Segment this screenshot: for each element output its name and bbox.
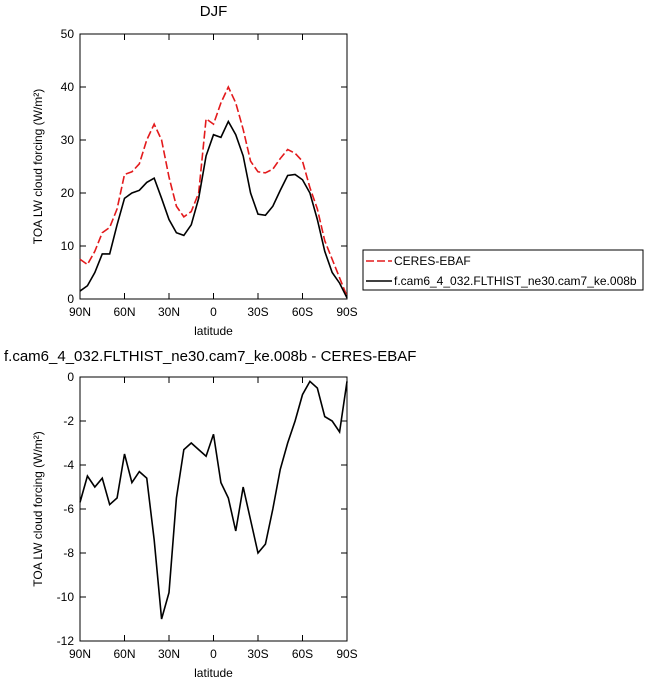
data-line <box>79 119 348 299</box>
x-tick-label: 90N <box>69 305 91 319</box>
x-tick-label: 90S <box>336 305 357 319</box>
x-tick-label: 0 <box>210 305 217 319</box>
y-tick-label: -6 <box>63 502 74 516</box>
y-axis-label: TOA LW cloud forcing (W/m²) <box>31 89 45 245</box>
x-tick-label: 90S <box>336 647 357 661</box>
x-tick-label: 60S <box>292 305 313 319</box>
y-tick-label: 10 <box>61 239 75 253</box>
y-tick-label: 0 <box>67 370 74 384</box>
y-tick-label: -12 <box>57 634 75 648</box>
data-line <box>79 380 348 620</box>
x-tick-label: 30S <box>247 305 268 319</box>
legend-box <box>362 249 644 291</box>
x-tick-label: 30N <box>158 647 180 661</box>
y-tick-label: 30 <box>61 133 75 147</box>
x-tick-label: 60N <box>113 305 135 319</box>
y-tick-label: -2 <box>63 414 74 428</box>
data-line <box>79 85 348 297</box>
x-axis-label: latitude <box>194 666 233 680</box>
y-axis-label: TOA LW cloud forcing (W/m²) <box>31 431 45 587</box>
chart-title: DJF <box>200 3 228 20</box>
x-tick-label: 60N <box>113 647 135 661</box>
plot-frame <box>79 376 348 642</box>
plot-frame <box>79 33 348 300</box>
x-tick-label: 30N <box>158 305 180 319</box>
x-tick-label: 60S <box>292 647 313 661</box>
y-tick-label: -8 <box>63 546 74 560</box>
chart-title: f.cam6_4_032.FLTHIST_ne30.cam7_ke.008b -… <box>4 348 416 365</box>
y-tick-label: -4 <box>63 458 74 472</box>
x-tick-label: 30S <box>247 647 268 661</box>
y-tick-label: 20 <box>61 186 75 200</box>
legend-label: CERES-EBAF <box>394 254 471 268</box>
legend-label: f.cam6_4_032.FLTHIST_ne30.cam7_ke.008b <box>394 274 637 288</box>
y-tick-label: -10 <box>57 590 75 604</box>
x-tick-label: 0 <box>210 647 217 661</box>
x-tick-label: 90N <box>69 647 91 661</box>
y-tick-label: 0 <box>67 292 74 306</box>
y-tick-label: 40 <box>61 80 75 94</box>
y-tick-label: 50 <box>61 27 75 41</box>
x-axis-label: latitude <box>194 324 233 338</box>
